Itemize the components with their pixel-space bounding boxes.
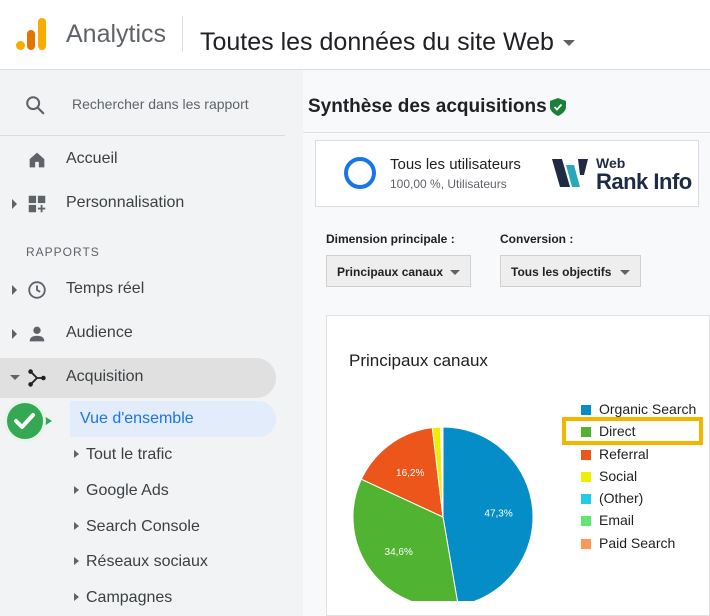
sidebar-item-reseaux-sociaux[interactable]: Réseaux sociaux xyxy=(70,545,276,579)
brand-line-1: Web xyxy=(596,155,626,171)
main-content: Synthèse des acquisitions Tous les utili… xyxy=(303,70,710,616)
select-value: Tous les objectifs xyxy=(511,265,612,279)
pie-slice-paid-search[interactable] xyxy=(441,426,444,518)
sidebar-item-label: Vue d'ensemble xyxy=(80,410,194,427)
primary-dimension-select[interactable]: Principaux canaux xyxy=(326,255,471,287)
chevron-right-icon[interactable] xyxy=(74,486,79,494)
app-header: Analytics Toutes les données du site Web xyxy=(0,0,710,70)
chevron-right-icon[interactable] xyxy=(74,593,79,601)
sidebar-item-label: Search Console xyxy=(86,518,200,535)
legend-swatch xyxy=(581,405,591,415)
segment-title: Tous les utilisateurs xyxy=(390,156,521,173)
chevron-right-icon[interactable] xyxy=(12,329,17,339)
sidebar: Rechercher dans les rapport Accueil Pers… xyxy=(0,70,303,616)
highlight-box xyxy=(562,417,703,445)
pie-slice-organic-search[interactable] xyxy=(442,426,534,601)
chevron-right-icon[interactable] xyxy=(74,522,79,530)
analytics-logo-icon[interactable] xyxy=(16,18,46,50)
legend-label: Social xyxy=(599,467,638,484)
sidebar-item-label: Audience xyxy=(66,324,133,341)
chevron-down-icon xyxy=(450,270,460,275)
pie-data-label: 34,6% xyxy=(385,547,413,558)
section-label-rapports: RAPPORTS xyxy=(26,245,100,259)
sidebar-item-personnalisation[interactable]: Personnalisation xyxy=(0,184,276,224)
clock-icon xyxy=(28,281,46,299)
pie-data-label: 16,2% xyxy=(396,468,424,479)
sidebar-item-label: Tout le trafic xyxy=(86,446,173,463)
pie-slice-direct[interactable] xyxy=(352,478,458,601)
search-input[interactable]: Rechercher dans les rapport xyxy=(72,96,249,112)
sidebar-item-label: Temps réel xyxy=(66,280,145,297)
sidebar-item-tout-le-trafic[interactable]: Tout le trafic xyxy=(70,438,276,472)
home-icon xyxy=(29,152,45,168)
sidebar-item-label: Google Ads xyxy=(86,482,169,499)
sidebar-item-acquisition[interactable]: Acquisition xyxy=(0,358,276,398)
sidebar-item-label: Personnalisation xyxy=(66,194,185,211)
primary-dimension-label: Dimension principale : xyxy=(326,232,455,246)
chevron-right-icon[interactable] xyxy=(74,450,79,458)
sidebar-item-vue-ensemble[interactable]: Vue d'ensemble xyxy=(70,401,276,437)
legend-swatch xyxy=(581,427,591,438)
sidebar-item-label: Campagnes xyxy=(86,589,173,606)
legend-swatch xyxy=(581,538,591,549)
sidebar-item-label: Acquisition xyxy=(66,368,144,385)
header-divider xyxy=(182,16,183,52)
chevron-down-icon[interactable] xyxy=(10,375,20,380)
chevron-down-icon[interactable] xyxy=(563,40,575,46)
sidebar-item-label: Réseaux sociaux xyxy=(86,553,208,570)
legend-label: (Other) xyxy=(599,490,644,507)
check-badge-icon xyxy=(4,400,46,442)
sidebar-item-temps-reel[interactable]: Temps réel xyxy=(0,270,276,310)
legend-swatch xyxy=(581,494,591,505)
legend-label: Organic Search xyxy=(599,401,697,417)
select-value: Principaux canaux xyxy=(337,265,444,279)
legend-label: Direct xyxy=(599,423,636,440)
chevron-right-icon[interactable] xyxy=(74,557,79,565)
sidebar-item-accueil[interactable]: Accueil xyxy=(0,140,276,180)
shield-check-icon[interactable] xyxy=(550,98,566,116)
chevron-down-icon xyxy=(620,270,630,275)
account-selector[interactable]: Toutes les données du site Web xyxy=(200,28,554,56)
dashboard-icon xyxy=(28,195,46,213)
chevron-right-icon[interactable] xyxy=(12,285,17,295)
conversion-select[interactable]: Tous les objectifs xyxy=(500,255,641,287)
sidebar-item-label: Accueil xyxy=(66,150,118,167)
chart-card: Principaux canaux 47,3% 34,6% 16,2% Organi… xyxy=(326,315,710,616)
sidebar-item-audience[interactable]: Audience xyxy=(0,314,276,354)
legend-swatch xyxy=(581,449,591,460)
chevron-right-icon[interactable] xyxy=(12,199,17,209)
legend-label: Email xyxy=(599,512,635,529)
pie-data-label: 47,3% xyxy=(484,508,512,519)
brand-line-2: Rank Info xyxy=(596,169,692,194)
search-icon xyxy=(26,96,45,115)
divider xyxy=(303,132,710,133)
page-title: Synthèse des acquisitions xyxy=(308,96,547,117)
webrankinfo-logo-icon xyxy=(552,159,588,187)
legend-swatch xyxy=(581,471,591,482)
chart-title: Principaux canaux xyxy=(349,351,488,370)
conversion-label: Conversion : xyxy=(500,232,574,246)
app-title: Analytics xyxy=(66,20,167,48)
legend-label: Referral xyxy=(599,445,649,462)
segment-circle-icon xyxy=(344,157,376,189)
sidebar-item-search-console[interactable]: Search Console xyxy=(70,510,276,544)
sidebar-item-campagnes[interactable]: Campagnes xyxy=(70,581,276,615)
pie-chart: 47,3% 34,6% 16,2% xyxy=(352,426,534,601)
sidebar-item-google-ads[interactable]: Google Ads xyxy=(70,474,276,508)
pie-slice-referral[interactable] xyxy=(360,427,444,518)
person-icon xyxy=(29,326,45,342)
legend-swatch xyxy=(581,516,591,527)
acquisition-icon xyxy=(28,369,46,387)
segment-subtitle: 100,00 %, Utilisateurs xyxy=(390,177,507,191)
segment-card[interactable]: Tous les utilisateurs 100,00 %, Utilisat… xyxy=(315,140,699,207)
sidebar-search[interactable]: Rechercher dans les rapport xyxy=(0,70,285,136)
legend-label: Paid Search xyxy=(599,534,676,551)
